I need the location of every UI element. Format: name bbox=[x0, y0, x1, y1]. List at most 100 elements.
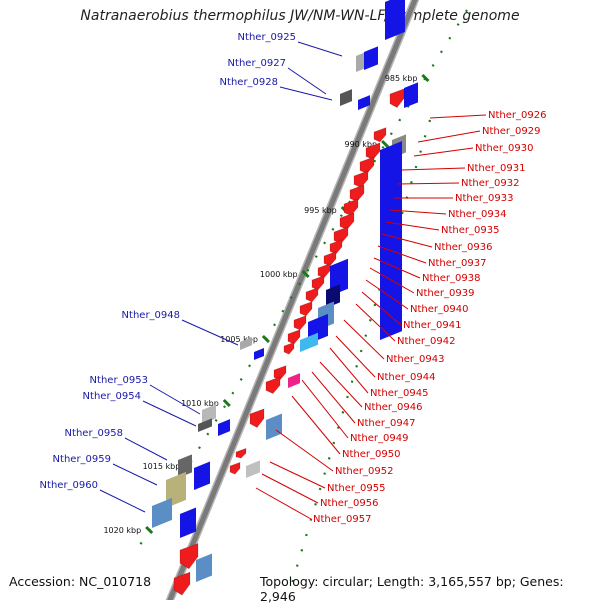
leader-line bbox=[255, 487, 312, 520]
reverse-gene bbox=[311, 275, 325, 291]
reverse-gene bbox=[333, 226, 349, 244]
gene-shape bbox=[353, 170, 369, 188]
reverse-gene bbox=[339, 212, 355, 230]
forward-gene bbox=[266, 413, 282, 440]
gene-label-right: Nther_0944 bbox=[377, 372, 435, 383]
leader-line bbox=[361, 291, 402, 326]
accession-text: Accession: NC_010718 bbox=[9, 574, 152, 589]
leader-line bbox=[269, 461, 326, 489]
tick-label: 985 kbp bbox=[385, 74, 418, 83]
gene-shape bbox=[179, 543, 199, 570]
reverse-gene bbox=[365, 142, 381, 160]
major-tick bbox=[261, 334, 270, 344]
gene-shape bbox=[323, 251, 337, 267]
gene-shape bbox=[373, 127, 387, 143]
gene-label-right: Nther_0955 bbox=[327, 483, 385, 494]
leader-line bbox=[373, 257, 421, 279]
gene-block bbox=[198, 418, 212, 432]
gene-label-left: Nther_0927 bbox=[228, 58, 286, 69]
forward-gene bbox=[326, 284, 340, 308]
leader-line bbox=[401, 167, 466, 171]
forward-gene bbox=[380, 141, 402, 340]
gene-shape bbox=[273, 365, 287, 381]
gene-label-right: Nther_0939 bbox=[416, 288, 474, 299]
reverse-gene bbox=[265, 376, 281, 394]
leader-line bbox=[297, 41, 343, 57]
gene-label-left: Nther_0954 bbox=[83, 391, 141, 402]
leader-line bbox=[142, 400, 197, 427]
gene-label-right: Nther_0936 bbox=[434, 242, 492, 253]
gene-shape bbox=[305, 287, 319, 303]
reverse-gene bbox=[283, 341, 295, 355]
gene-label-right: Nther_0931 bbox=[467, 163, 525, 174]
gene-shape bbox=[173, 571, 191, 596]
major-tick bbox=[301, 269, 310, 279]
gene-label-right: Nther_0949 bbox=[350, 433, 408, 444]
backbone bbox=[167, 0, 418, 600]
gene-label-right: Nther_0957 bbox=[313, 514, 371, 525]
leader-line bbox=[377, 245, 427, 264]
gene-label-right: Nther_0946 bbox=[364, 402, 422, 413]
gene-shape bbox=[389, 88, 405, 108]
leader-line bbox=[275, 429, 334, 472]
gene-block bbox=[358, 95, 370, 110]
major-tick bbox=[421, 73, 430, 83]
gene-label-right: Nther_0932 bbox=[461, 178, 519, 189]
gene-block bbox=[218, 419, 230, 436]
gene-shape bbox=[249, 408, 265, 428]
tick-label: 1005 kbp bbox=[220, 335, 258, 344]
leader-line bbox=[261, 473, 319, 504]
reverse-gene bbox=[173, 571, 191, 596]
gene-label-right: Nther_0929 bbox=[482, 126, 540, 137]
gene-shape bbox=[317, 263, 331, 279]
gene-label-right: Nther_0937 bbox=[428, 258, 486, 269]
leader-line bbox=[311, 371, 356, 424]
forward-gene bbox=[404, 82, 418, 108]
tick-label: 1020 kbp bbox=[103, 526, 141, 535]
gene-shape bbox=[293, 315, 307, 331]
leader-line bbox=[413, 147, 474, 157]
reverse-gene bbox=[229, 461, 241, 475]
gene-label-right: Nther_0926 bbox=[488, 110, 546, 121]
gene-block bbox=[178, 454, 192, 478]
reverse-gene bbox=[273, 365, 287, 381]
leader-line bbox=[417, 130, 481, 143]
reverse-gene bbox=[353, 170, 369, 188]
reverse-gene bbox=[179, 543, 199, 570]
gene-label-right: Nther_0945 bbox=[370, 388, 428, 399]
leader-line bbox=[301, 379, 349, 439]
leader-line bbox=[279, 86, 333, 101]
gene-shape bbox=[235, 447, 247, 459]
leader-line bbox=[429, 114, 487, 119]
leader-line bbox=[389, 209, 447, 215]
reverse-gene bbox=[323, 251, 337, 267]
gene-shape bbox=[283, 341, 295, 355]
reverse-gene bbox=[305, 287, 319, 303]
reverse-gene bbox=[359, 156, 375, 174]
reverse-gene bbox=[329, 239, 343, 255]
leader-line bbox=[124, 437, 168, 461]
leader-line bbox=[369, 267, 415, 294]
gene-label-left: Nther_0953 bbox=[90, 375, 148, 386]
major-tick bbox=[381, 139, 390, 149]
gene-label-right: Nther_0956 bbox=[320, 498, 378, 509]
forward-gene bbox=[196, 553, 212, 582]
gene-label-right: Nther_0942 bbox=[397, 336, 455, 347]
gene-label-left: Nther_0925 bbox=[238, 32, 296, 43]
gene-label-right: Nther_0943 bbox=[386, 354, 444, 365]
leader-line bbox=[149, 384, 201, 415]
forward-gene bbox=[180, 507, 196, 538]
reverse-gene bbox=[235, 447, 247, 459]
gene-shape bbox=[339, 212, 355, 230]
gene-label-right: Nther_0940 bbox=[410, 304, 468, 315]
gene-label-right: Nther_0934 bbox=[448, 209, 506, 220]
gene-shape bbox=[287, 329, 301, 345]
gene-block bbox=[340, 89, 352, 106]
leader-line bbox=[365, 279, 409, 310]
tick-label: 1000 kbp bbox=[260, 270, 298, 279]
reverse-gene bbox=[389, 88, 405, 108]
gene-block bbox=[288, 373, 300, 388]
gene-label-right: Nther_0952 bbox=[335, 466, 393, 477]
gene-block bbox=[254, 347, 264, 361]
